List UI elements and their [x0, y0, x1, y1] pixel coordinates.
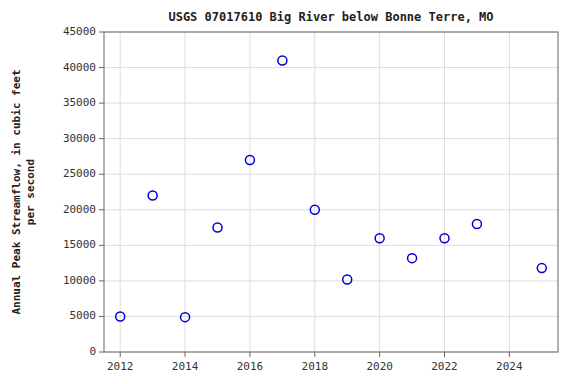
y-grid-line [104, 245, 558, 246]
y-tick-label: 10000 [63, 274, 96, 287]
plot-frame [104, 32, 558, 352]
y-grid-line [104, 209, 558, 210]
plot-background [104, 32, 558, 352]
x-tick-label: 2014 [172, 360, 199, 373]
x-tick [314, 352, 315, 357]
y-tick [99, 174, 104, 175]
y-axis-label: per second [24, 159, 37, 225]
x-tick-label: 2024 [496, 360, 523, 373]
point [472, 220, 481, 229]
x-grid-line [120, 32, 121, 352]
y-grid-line [104, 138, 558, 139]
axes: 0 5000 10000 15000 20000 25000 30000 35000 40000… [63, 25, 523, 373]
chart-container: 0 5000 10000 15000 20000 25000 30000 35000 40000… [0, 0, 576, 384]
y-grid-line [104, 67, 558, 68]
x-tick [185, 352, 186, 357]
y-tick-label: 30000 [63, 132, 96, 145]
x-grid-line [509, 32, 510, 352]
point [213, 223, 222, 232]
y-grid-line [104, 316, 558, 317]
y-grid-line [104, 280, 558, 281]
x-grid-line [249, 32, 250, 352]
y-tick-label: 20000 [63, 203, 96, 216]
x-tick-label: 2018 [302, 360, 329, 373]
x-tick-label: 2012 [107, 360, 134, 373]
point [278, 56, 287, 65]
y-tick-label: 45000 [63, 25, 96, 38]
point [245, 156, 254, 165]
point [537, 264, 546, 273]
y-grid-line [104, 103, 558, 104]
x-tick-label: 2016 [237, 360, 264, 373]
y-tick-label: 15000 [63, 238, 96, 251]
x-tick [120, 352, 121, 357]
y-grid-line [104, 174, 558, 175]
x-tick [444, 352, 445, 357]
y-tick [99, 245, 104, 246]
y-tick [99, 67, 104, 68]
point [343, 275, 352, 284]
y-tick-label: 25000 [63, 167, 96, 180]
x-tick-label: 2022 [431, 360, 458, 373]
chart-svg: 0 5000 10000 15000 20000 25000 30000 35000 40000… [0, 0, 576, 384]
y-tick [99, 103, 104, 104]
y-tick-label: 40000 [63, 61, 96, 74]
x-grid-line [379, 32, 380, 352]
y-tick-label: 5000 [70, 309, 97, 322]
x-tick [379, 352, 380, 357]
points [116, 56, 547, 322]
y-tick-label: 35000 [63, 96, 96, 109]
point [116, 312, 125, 321]
y-tick-label: 0 [89, 345, 96, 358]
y-axis-label: Annual Peak Streamflow, in cubic feet [10, 69, 23, 314]
x-tick [509, 352, 510, 357]
point [148, 191, 157, 200]
y-tick [99, 280, 104, 281]
y-tick [99, 32, 104, 33]
x-tick-label: 2020 [366, 360, 393, 373]
x-tick [249, 352, 250, 357]
y-tick [99, 316, 104, 317]
y-tick [99, 352, 104, 353]
chart-title: USGS 07017610 Big River below Bonne Terr… [168, 10, 493, 24]
y-tick [99, 138, 104, 139]
point [440, 234, 449, 243]
y-tick [99, 209, 104, 210]
point [408, 254, 417, 263]
point [181, 313, 190, 322]
point [310, 205, 319, 214]
grid [104, 32, 558, 352]
x-grid-line [185, 32, 186, 352]
x-grid-line [314, 32, 315, 352]
point [375, 234, 384, 243]
x-grid-line [444, 32, 445, 352]
